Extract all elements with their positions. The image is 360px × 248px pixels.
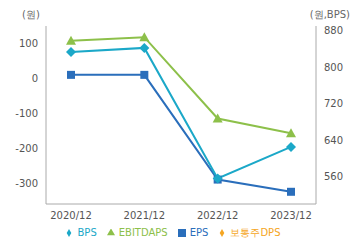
svg-text:-200: -200 xyxy=(15,143,38,154)
html-text:(원): (원) xyxy=(22,9,40,20)
svg-text:640: 640 xyxy=(324,135,343,146)
svg-text:0: 0 xyxy=(32,73,38,84)
svg-text:2022/12: 2022/12 xyxy=(197,210,239,221)
svg-text:720: 720 xyxy=(324,98,343,109)
html-text:보통주DPS: 보통주DPS xyxy=(230,227,281,238)
svg-text:-300: -300 xyxy=(15,178,38,189)
svg-text:800: 800 xyxy=(324,62,343,73)
html-text:EBITDAPS: EBITDAPS xyxy=(118,227,168,238)
svg-text:560: 560 xyxy=(324,171,343,182)
svg-text:880: 880 xyxy=(324,25,343,36)
svg-text:2020/12: 2020/12 xyxy=(50,210,92,221)
svg-text:2021/12: 2021/12 xyxy=(124,210,166,221)
html-text:EPS: EPS xyxy=(189,227,209,238)
html-text:(원,BPS): (원,BPS) xyxy=(309,9,350,20)
svg-text:100: 100 xyxy=(19,38,38,49)
svg-text:2023/12: 2023/12 xyxy=(270,210,312,221)
svg-text:-100: -100 xyxy=(15,108,38,119)
html-text:BPS: BPS xyxy=(77,227,97,238)
